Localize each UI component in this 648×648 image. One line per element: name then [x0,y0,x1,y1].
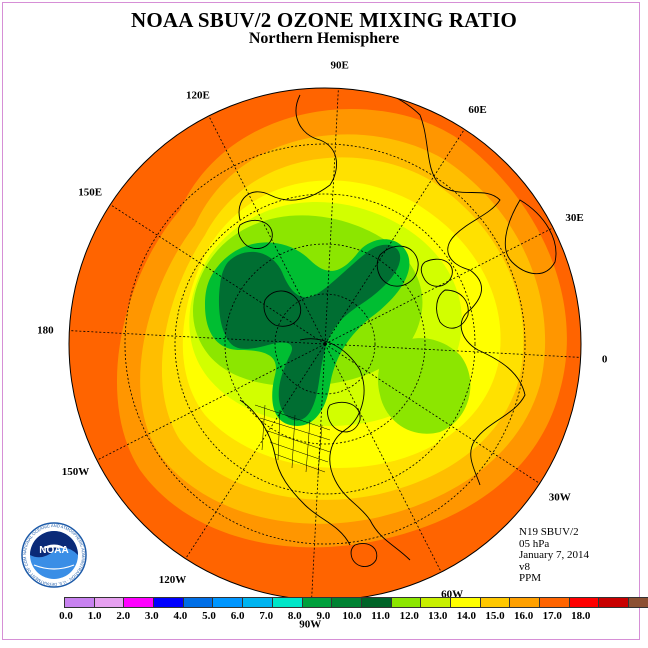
legend-swatch [332,598,362,607]
legend-tick-label: 16.0 [513,610,534,622]
legend-tick-label: 5.0 [202,610,216,622]
legend-swatch [154,598,184,607]
meridian-label: 180 [37,324,54,336]
latitude-circles [124,143,526,545]
meridian-line [324,88,339,345]
meridian-line [185,343,326,559]
noaa-logo: NOAA NATIONAL OCEANIC AND ATMOSPHERIC AD… [20,521,87,588]
meridian-line [324,227,554,345]
legend-tick-label: 9.0 [316,610,331,622]
legend-swatch [94,598,125,607]
meridian-label: 0 [602,354,608,366]
meridian-label: 120E [186,90,210,102]
meridian-line [324,343,581,358]
meridian-label: 60E [468,104,486,116]
info-units: PPM [519,572,542,584]
meridian-label: 30W [549,492,571,504]
meridian-lines [69,88,581,600]
meridian-line [96,343,326,461]
legend-tick-label: 13.0 [428,610,448,622]
legend-tick-label: 4.0 [173,610,188,622]
legend-swatch [421,598,451,607]
meridian-line [324,343,540,484]
meridian-label: 30E [565,212,583,224]
map-title: NOAA SBUV/2 OZONE MIXING RATIO [131,8,517,32]
info-pressure: 05 hPa [519,537,550,550]
coastlines [237,88,557,567]
meridian-line [208,115,326,345]
info-version: v8 [519,560,530,573]
legend-swatch [629,598,648,607]
legend-swatch [243,598,273,607]
legend-tick-label: 7.0 [259,610,274,622]
legend-swatch [183,598,214,607]
meridian-line [324,129,465,345]
legend-swatch [450,598,481,607]
color-legend [64,597,648,608]
legend-swatch [361,598,392,607]
legend-tick-label: 11.0 [371,610,390,622]
legend-tick-label: 0.0 [59,610,73,622]
meridian-label: 150W [62,466,90,478]
info-date: January 7, 2014 [519,549,589,561]
meridian-label: 150E [78,187,102,199]
meridian-line [324,343,442,573]
us-state-lines [254,404,331,476]
legend-tick-label: 17.0 [542,610,562,622]
legend-swatch [569,598,600,607]
info-satellite: N19 SBUV/2 [519,526,579,538]
legend-swatch [480,598,511,607]
legend-swatch [540,598,570,607]
legend-tick-label: 18.0 [571,610,591,622]
legend-swatch [272,598,303,607]
field-center [218,244,401,421]
legend-swatch [124,598,155,607]
legend-swatch [65,598,95,607]
field-band6-east [377,338,471,434]
meridian-label: 90W [299,619,321,631]
meridian-label: 120W [159,574,187,586]
page-frame [2,2,640,640]
legend-swatch [302,598,333,607]
meridian-label: 90E [331,59,349,71]
legend-swatch [391,598,422,607]
legend-tick-label: 6.0 [230,610,245,622]
meridian-line [311,343,326,600]
legend-tick-label: 8.0 [287,610,302,622]
legend-swatch [599,598,630,607]
map-info: N19 SBUV/2 05 hPa January 7, 2014 v8 PPM [519,526,589,585]
legend-tick-label: 12.0 [399,610,419,622]
map-subtitle: Northern Hemisphere [248,30,400,47]
legend-ticks: 0.0 1.0 2.0 3.0 4.0 5.0 6.0 7.0 8.0 9.0 10.0 11.0 12… [0,610,648,624]
logo-text: NOAA [39,545,68,556]
legend-tick-label: 1.0 [87,610,102,622]
legend-tick-label: 14.0 [456,610,477,622]
meridian-line [69,330,326,345]
legend-tick-label: 15.0 [485,610,505,622]
legend-tick-label: 3.0 [144,610,159,622]
meridian-line [110,204,326,345]
legend-swatch [510,598,540,607]
legend-tick-label: 2.0 [116,610,131,622]
legend-swatch [213,598,244,607]
legend-tick-label: 10.0 [342,610,362,622]
